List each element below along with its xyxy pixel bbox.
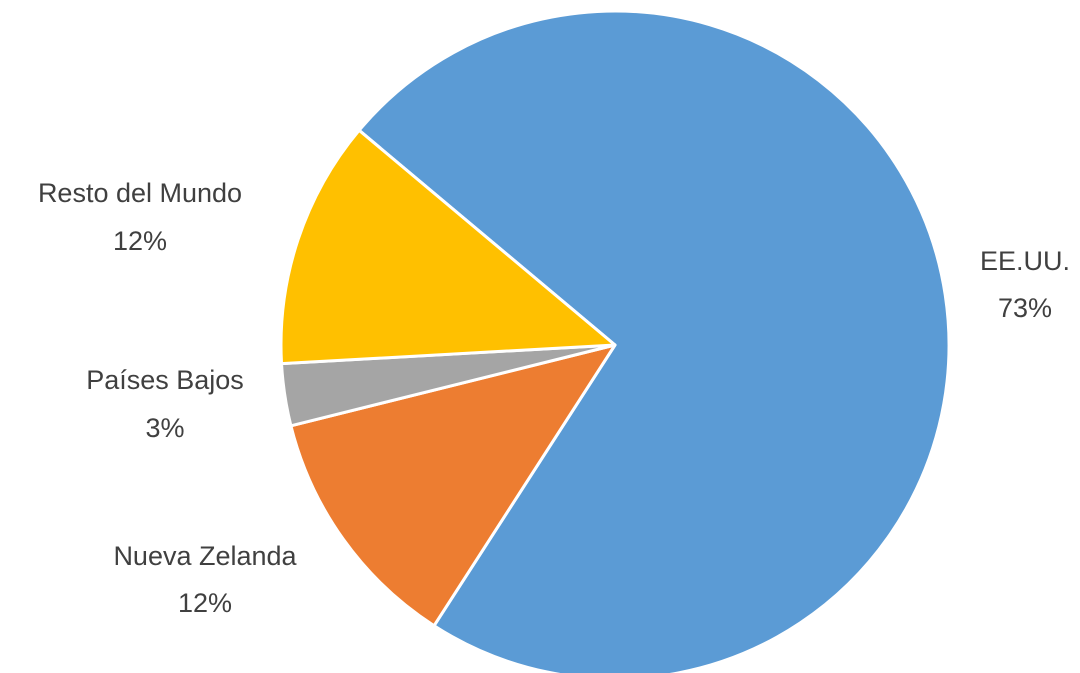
slice-value-label: 12% <box>113 226 167 256</box>
pie-slice <box>357 9 951 673</box>
slice-value-label: 3% <box>145 413 184 443</box>
slice-label: Países Bajos <box>86 365 244 395</box>
slice-value-label: 12% <box>178 588 232 618</box>
slice-label: EE.UU. <box>980 246 1070 276</box>
pie-slice <box>279 128 617 366</box>
slice-label: Resto del Mundo <box>38 178 242 208</box>
pie-slice <box>289 343 617 628</box>
slice-label: Nueva Zelanda <box>113 541 297 571</box>
slice-value-label: 73% <box>998 293 1052 323</box>
